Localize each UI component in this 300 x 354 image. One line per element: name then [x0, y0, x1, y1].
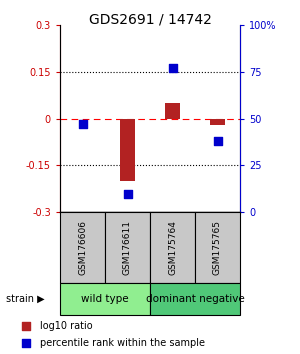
Point [251, 106, 256, 112]
Text: strain ▶: strain ▶ [6, 294, 45, 304]
Point [215, 138, 220, 144]
Bar [60, 212, 105, 283]
Point [125, 191, 130, 196]
Text: percentile rank within the sample: percentile rank within the sample [40, 338, 205, 348]
Text: GSM175764: GSM175764 [168, 220, 177, 275]
Text: GDS2691 / 14742: GDS2691 / 14742 [88, 12, 212, 27]
Bar [60, 283, 150, 315]
Bar [150, 212, 195, 283]
Text: GSM176611: GSM176611 [123, 220, 132, 275]
Bar [150, 283, 240, 315]
Text: GSM176606: GSM176606 [78, 220, 87, 275]
Text: GSM175765: GSM175765 [213, 220, 222, 275]
Bar [195, 212, 240, 283]
Bar [105, 212, 150, 283]
Bar [210, 119, 225, 125]
Point [251, 268, 256, 274]
Point [80, 121, 85, 127]
Point [170, 65, 175, 71]
Text: wild type: wild type [81, 294, 129, 304]
Bar [120, 119, 135, 181]
Text: log10 ratio: log10 ratio [40, 321, 92, 331]
Text: dominant negative: dominant negative [146, 294, 244, 304]
Bar [165, 103, 180, 119]
